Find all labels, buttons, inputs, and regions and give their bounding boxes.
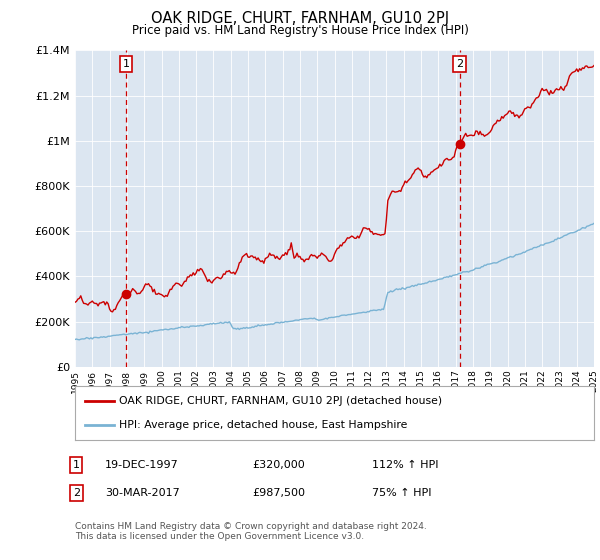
Text: 2: 2	[456, 59, 463, 69]
Text: Contains HM Land Registry data © Crown copyright and database right 2024.
This d: Contains HM Land Registry data © Crown c…	[75, 522, 427, 542]
Text: 1: 1	[73, 460, 80, 470]
Text: 30-MAR-2017: 30-MAR-2017	[105, 488, 180, 498]
Text: Price paid vs. HM Land Registry's House Price Index (HPI): Price paid vs. HM Land Registry's House …	[131, 24, 469, 36]
Text: 19-DEC-1997: 19-DEC-1997	[105, 460, 179, 470]
Text: 75% ↑ HPI: 75% ↑ HPI	[372, 488, 431, 498]
Text: HPI: Average price, detached house, East Hampshire: HPI: Average price, detached house, East…	[119, 419, 407, 430]
Text: 2: 2	[73, 488, 80, 498]
Text: OAK RIDGE, CHURT, FARNHAM, GU10 2PJ: OAK RIDGE, CHURT, FARNHAM, GU10 2PJ	[151, 11, 449, 26]
Text: OAK RIDGE, CHURT, FARNHAM, GU10 2PJ (detached house): OAK RIDGE, CHURT, FARNHAM, GU10 2PJ (det…	[119, 396, 442, 407]
Text: 112% ↑ HPI: 112% ↑ HPI	[372, 460, 439, 470]
Text: £320,000: £320,000	[252, 460, 305, 470]
Text: 1: 1	[123, 59, 130, 69]
Text: £987,500: £987,500	[252, 488, 305, 498]
